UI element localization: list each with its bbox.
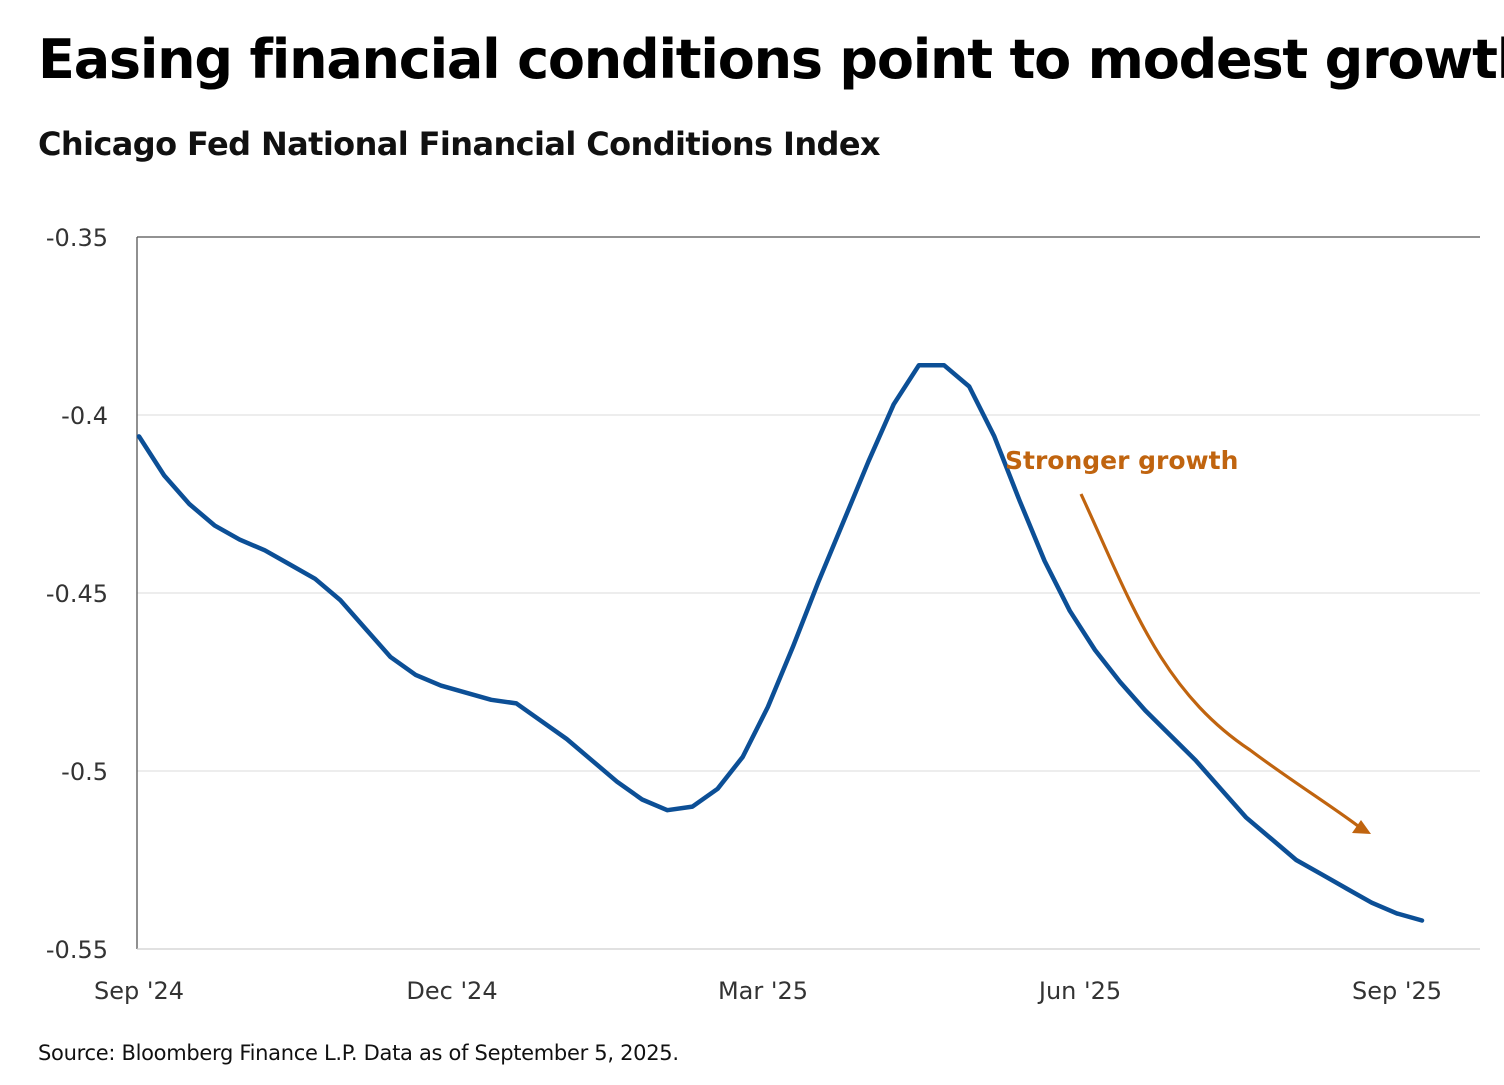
y-tick-label: -0.55 [46,936,108,964]
annotation-arrow-icon [1079,493,1359,828]
chart-title: Easing financial conditions point to mod… [38,28,1504,91]
x-tick-label: Sep '24 [94,977,184,1005]
x-tick-label: Mar '25 [718,977,808,1005]
annotation-arrowhead-icon [1352,820,1371,834]
series-group [136,362,1425,923]
y-tick-label: -0.4 [61,402,108,430]
annotation-label: Stronger growth [1005,446,1238,475]
series-line [136,362,1425,923]
y-tick-label: -0.45 [46,580,108,608]
gridlines [137,236,1480,772]
x-tick-label: Sep '25 [1352,977,1442,1005]
x-tick-label: Jun '25 [1037,977,1121,1005]
source-note: Source: Bloomberg Finance L.P. Data as o… [38,1041,679,1065]
y-axis-ticks: -0.35 -0.4 -0.45 -0.5 -0.55 [46,224,108,964]
chart-subtitle: Chicago Fed National Financial Condition… [38,125,881,163]
y-tick-label: -0.35 [46,224,108,252]
annotation-group: Stronger growth [1005,446,1371,834]
x-axis-ticks: Sep '24 Dec '24 Mar '25 Jun '25 Sep '25 [94,977,1442,1005]
x-tick-label: Dec '24 [406,977,497,1005]
axes [136,236,1480,950]
y-tick-label: -0.5 [61,758,108,786]
